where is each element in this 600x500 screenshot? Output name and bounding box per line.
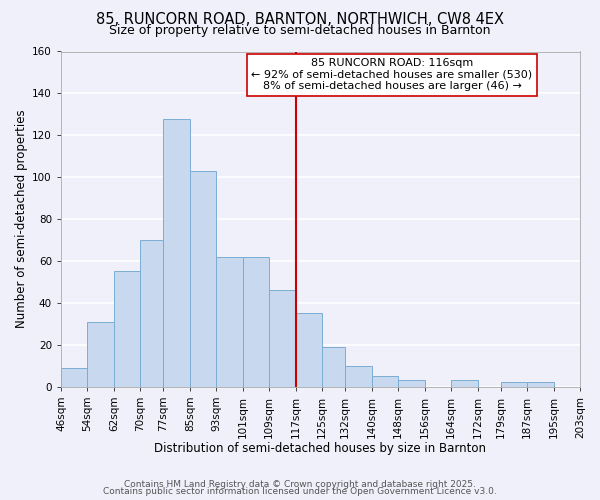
Bar [243,257,269,386]
Bar [345,366,372,386]
Bar [61,368,88,386]
Bar [398,380,425,386]
Text: Contains public sector information licensed under the Open Government Licence v3: Contains public sector information licen… [103,487,497,496]
Text: Contains HM Land Registry data © Crown copyright and database right 2025.: Contains HM Land Registry data © Crown c… [124,480,476,489]
Bar [140,240,163,386]
Text: 85, RUNCORN ROAD, BARNTON, NORTHWICH, CW8 4EX: 85, RUNCORN ROAD, BARNTON, NORTHWICH, CW… [96,12,504,28]
Bar [322,347,345,387]
Bar [190,171,217,386]
Bar [114,272,140,386]
Bar [527,382,554,386]
Bar [580,382,600,386]
Bar [163,118,190,386]
Bar [372,376,398,386]
Bar [451,380,478,386]
Text: Size of property relative to semi-detached houses in Barnton: Size of property relative to semi-detach… [109,24,491,37]
Bar [500,382,527,386]
X-axis label: Distribution of semi-detached houses by size in Barnton: Distribution of semi-detached houses by … [154,442,487,455]
Bar [88,322,114,386]
Bar [269,290,296,386]
Bar [217,257,243,386]
Text: 85 RUNCORN ROAD: 116sqm
← 92% of semi-detached houses are smaller (530)
8% of se: 85 RUNCORN ROAD: 116sqm ← 92% of semi-de… [251,58,533,92]
Y-axis label: Number of semi-detached properties: Number of semi-detached properties [15,110,28,328]
Bar [296,314,322,386]
